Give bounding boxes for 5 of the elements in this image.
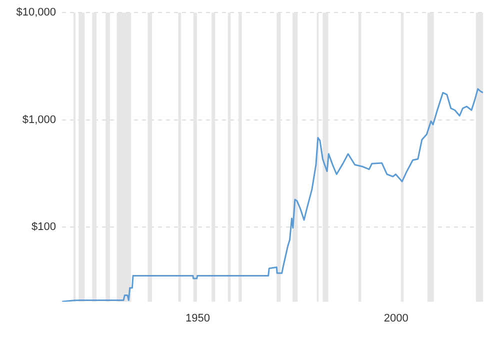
x-tick-label: 1950 — [185, 312, 210, 324]
x-tick-label: 2000 — [384, 312, 408, 324]
y-tick-label: $1,000 — [22, 114, 56, 126]
y-tick-label: $100 — [32, 220, 56, 233]
y-tick-label: $10,000 — [16, 6, 56, 19]
